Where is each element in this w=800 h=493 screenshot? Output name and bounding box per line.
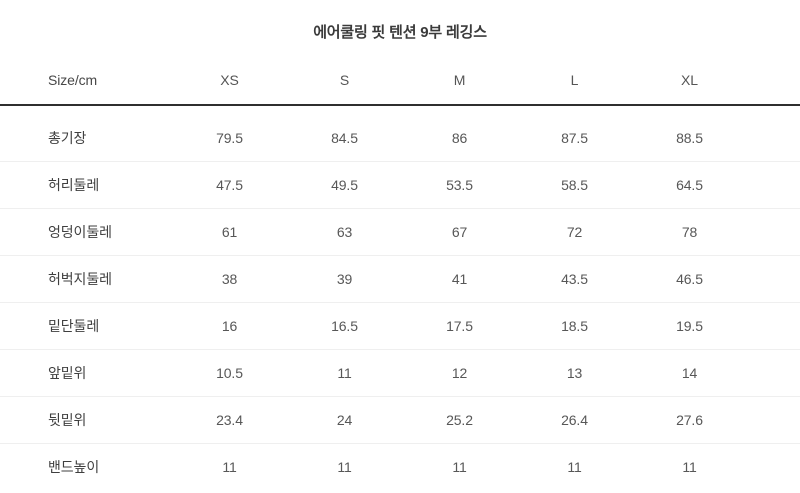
cell-value: 88.5 [676, 130, 703, 146]
cell-value: 87.5 [561, 130, 588, 146]
cell-value: 16 [221, 318, 238, 334]
cell-value: 79.5 [216, 130, 243, 146]
cell-value: 43.5 [561, 271, 588, 287]
table-row: 밑단둘레 16 16.5 17.5 18.5 19.5 [0, 303, 800, 350]
row-label: 허벅지둘레 [48, 271, 112, 287]
cell-value: 13 [566, 365, 583, 381]
cell-value: 38 [221, 271, 238, 287]
cell-value: 61 [221, 224, 238, 240]
row-label: 엉덩이둘레 [48, 224, 112, 240]
cell-value: 39 [336, 271, 353, 287]
cell-value: 24 [336, 412, 353, 428]
cell-value: 16.5 [331, 318, 358, 334]
table-row: 엉덩이둘레 61 63 67 72 78 [0, 209, 800, 256]
row-label: 밑단둘레 [48, 318, 100, 334]
cell-value: 25.2 [446, 412, 473, 428]
cell-value: 53.5 [446, 177, 473, 193]
cell-value: 17.5 [446, 318, 473, 334]
cell-value: 67 [451, 224, 468, 240]
column-header-m: M [453, 72, 466, 88]
cell-value: 11 [567, 459, 582, 475]
cell-value: 64.5 [676, 177, 703, 193]
cell-value: 72 [566, 224, 583, 240]
row-label: 앞밑위 [48, 365, 87, 381]
table-row: 밴드높이 11 11 11 11 11 [0, 444, 800, 490]
table-row: 뒷밑위 23.4 24 25.2 26.4 27.6 [0, 397, 800, 444]
cell-value: 12 [451, 365, 468, 381]
row-label: 총기장 [48, 130, 87, 146]
cell-value: 11 [682, 459, 697, 475]
cell-value: 86 [451, 130, 468, 146]
cell-value: 11 [222, 459, 237, 475]
column-header-l: L [570, 72, 579, 88]
cell-value: 11 [337, 365, 352, 381]
table-row: 총기장 79.5 84.5 86 87.5 88.5 [0, 115, 800, 162]
cell-value: 63 [336, 224, 353, 240]
cell-value: 84.5 [331, 130, 358, 146]
row-label: 밴드높이 [48, 459, 100, 475]
cell-value: 11 [337, 459, 352, 475]
column-header-size-cm: Size/cm [48, 72, 98, 88]
cell-value: 27.6 [676, 412, 703, 428]
table-row: 허벅지둘레 38 39 41 43.5 46.5 [0, 256, 800, 303]
cell-value: 58.5 [561, 177, 588, 193]
cell-value: 46.5 [676, 271, 703, 287]
column-header-xs: XS [220, 72, 239, 88]
table-row: 허리둘레 47.5 49.5 53.5 58.5 64.5 [0, 162, 800, 209]
cell-value: 14 [681, 365, 698, 381]
cell-value: 23.4 [216, 412, 243, 428]
cell-value: 26.4 [561, 412, 588, 428]
cell-value: 10.5 [216, 365, 243, 381]
cell-value: 78 [681, 224, 698, 240]
cell-value: 41 [451, 271, 468, 287]
table-body: 총기장 79.5 84.5 86 87.5 88.5 허리둘레 47.5 49.… [0, 106, 800, 490]
cell-value: 47.5 [216, 177, 243, 193]
cell-value: 11 [452, 459, 467, 475]
table-header-row: Size/cm XS S M L XL [0, 56, 800, 106]
cell-value: 18.5 [561, 318, 588, 334]
row-label: 허리둘레 [48, 177, 100, 193]
cell-value: 19.5 [676, 318, 703, 334]
column-header-xl: XL [681, 72, 698, 88]
column-header-s: S [339, 72, 350, 88]
table-row: 앞밑위 10.5 11 12 13 14 [0, 350, 800, 397]
page-title: 에어쿨링 핏 텐션 9부 레깅스 [313, 24, 487, 41]
size-table: Size/cm XS S M L XL 총기장 79.5 84.5 86 87.… [0, 56, 800, 490]
cell-value: 49.5 [331, 177, 358, 193]
row-label: 뒷밑위 [48, 412, 87, 428]
